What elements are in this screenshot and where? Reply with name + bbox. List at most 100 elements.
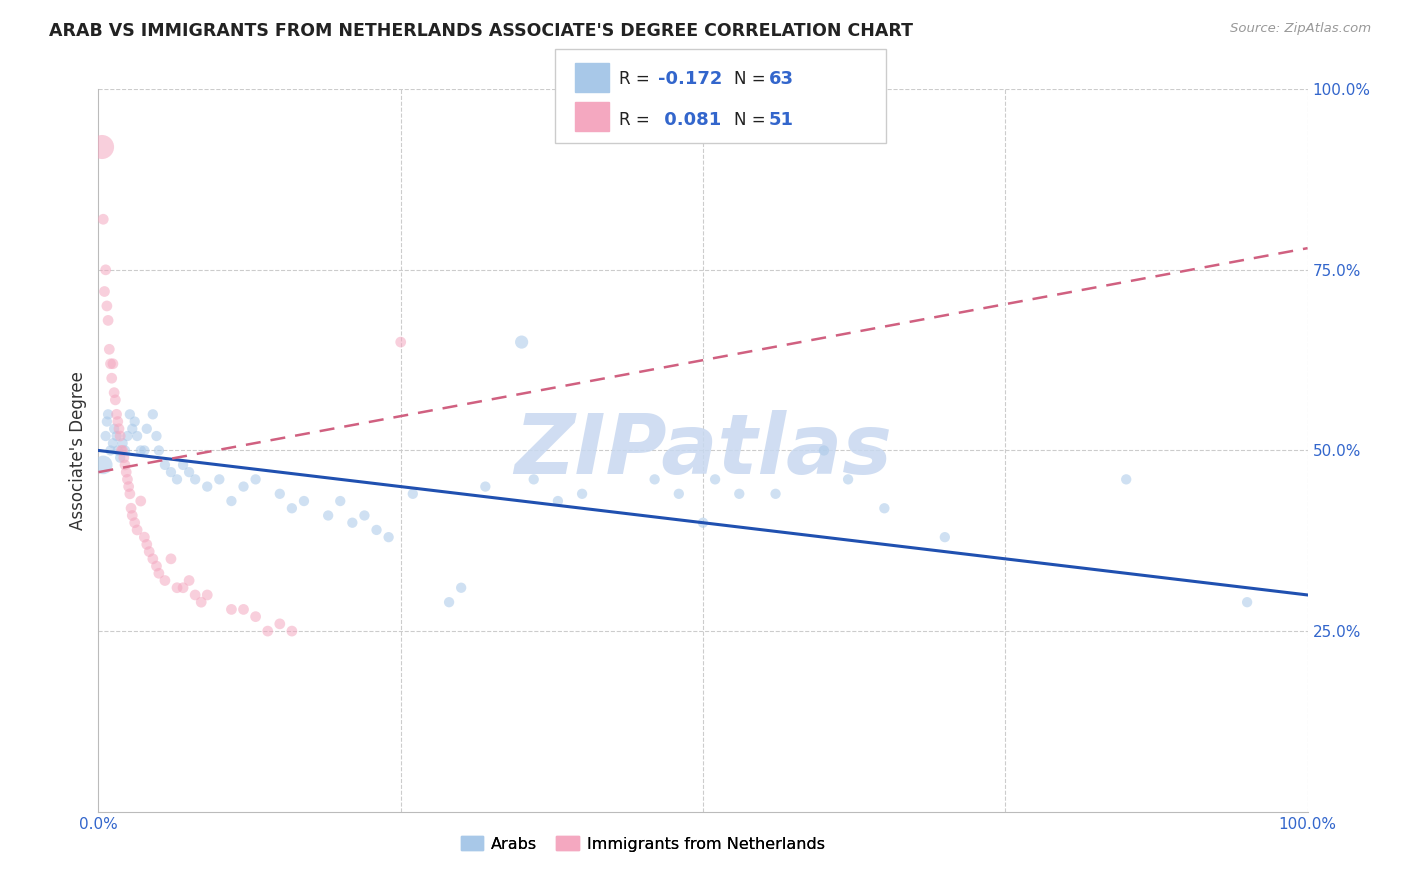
Point <box>437 595 460 609</box>
Point <box>91 140 114 154</box>
Point <box>115 465 138 479</box>
Text: ZIPatlas: ZIPatlas <box>515 410 891 491</box>
Point <box>269 616 291 631</box>
Point <box>105 407 128 421</box>
Point <box>166 581 188 595</box>
Point <box>108 422 131 436</box>
Point <box>96 415 118 429</box>
Point <box>166 472 188 486</box>
Point <box>571 487 593 501</box>
Point <box>450 581 472 595</box>
Point <box>127 523 149 537</box>
Point <box>728 487 751 501</box>
Point <box>934 530 956 544</box>
Point <box>101 436 124 450</box>
Point <box>256 624 278 639</box>
Point <box>837 472 859 486</box>
Point <box>118 480 141 494</box>
Point <box>389 334 412 349</box>
Point <box>547 494 569 508</box>
Point <box>342 516 364 530</box>
Point <box>474 480 496 494</box>
Point <box>121 422 143 436</box>
Point <box>135 422 157 436</box>
Point <box>134 443 156 458</box>
Point <box>172 581 194 595</box>
Point <box>668 487 690 501</box>
Point <box>195 480 218 494</box>
Point <box>97 313 120 327</box>
Point <box>127 429 149 443</box>
Point <box>98 343 121 357</box>
Text: -0.172: -0.172 <box>658 70 723 88</box>
Point <box>97 407 120 421</box>
Text: 0.081: 0.081 <box>658 111 721 128</box>
Point <box>114 458 136 472</box>
Point <box>94 262 117 277</box>
Point <box>1236 595 1258 609</box>
Point <box>704 472 727 486</box>
Point <box>96 299 118 313</box>
Point <box>765 487 787 501</box>
Point <box>145 559 167 574</box>
Point <box>195 588 218 602</box>
Point <box>112 450 135 465</box>
Text: N =: N = <box>734 111 770 128</box>
Point <box>91 212 114 227</box>
Y-axis label: Associate's Degree: Associate's Degree <box>69 371 87 530</box>
Point <box>179 574 201 588</box>
Point <box>91 458 114 472</box>
Point <box>245 472 267 486</box>
Point <box>510 334 533 349</box>
Text: Source: ZipAtlas.com: Source: ZipAtlas.com <box>1230 22 1371 36</box>
Text: 51: 51 <box>769 111 794 128</box>
Point <box>269 487 291 501</box>
Point <box>1115 472 1137 486</box>
Point <box>121 508 143 523</box>
Point <box>110 443 132 458</box>
Point <box>111 443 134 458</box>
Point <box>100 357 122 371</box>
Point <box>153 458 176 472</box>
Point <box>232 602 254 616</box>
Point <box>221 494 243 508</box>
Point <box>145 429 167 443</box>
Point <box>160 551 183 566</box>
Point <box>117 429 139 443</box>
Point <box>103 422 125 436</box>
Point <box>103 385 125 400</box>
Point <box>94 429 117 443</box>
Point <box>135 537 157 551</box>
Point <box>172 458 194 472</box>
Point <box>105 429 128 443</box>
Point <box>138 544 160 558</box>
Point <box>179 465 201 479</box>
Point <box>232 480 254 494</box>
Point <box>117 472 139 486</box>
Legend: Arabs, Immigrants from Netherlands: Arabs, Immigrants from Netherlands <box>454 830 831 858</box>
Point <box>366 523 388 537</box>
Point <box>120 501 142 516</box>
Point <box>142 407 165 421</box>
Point <box>153 574 176 588</box>
Point <box>104 392 127 407</box>
Point <box>523 472 546 486</box>
Point <box>101 357 124 371</box>
Point <box>148 443 170 458</box>
Point <box>281 624 304 639</box>
Point <box>129 443 152 458</box>
Point <box>108 450 131 465</box>
Point <box>129 494 152 508</box>
Point <box>100 371 122 385</box>
Point <box>245 609 267 624</box>
Point <box>134 530 156 544</box>
Point <box>107 443 129 458</box>
Point <box>208 472 231 486</box>
Text: ARAB VS IMMIGRANTS FROM NETHERLANDS ASSOCIATE'S DEGREE CORRELATION CHART: ARAB VS IMMIGRANTS FROM NETHERLANDS ASSO… <box>49 22 914 40</box>
Point <box>281 501 304 516</box>
Point <box>124 516 146 530</box>
Point <box>873 501 896 516</box>
Point <box>108 429 131 443</box>
Point <box>221 602 243 616</box>
Point <box>402 487 425 501</box>
